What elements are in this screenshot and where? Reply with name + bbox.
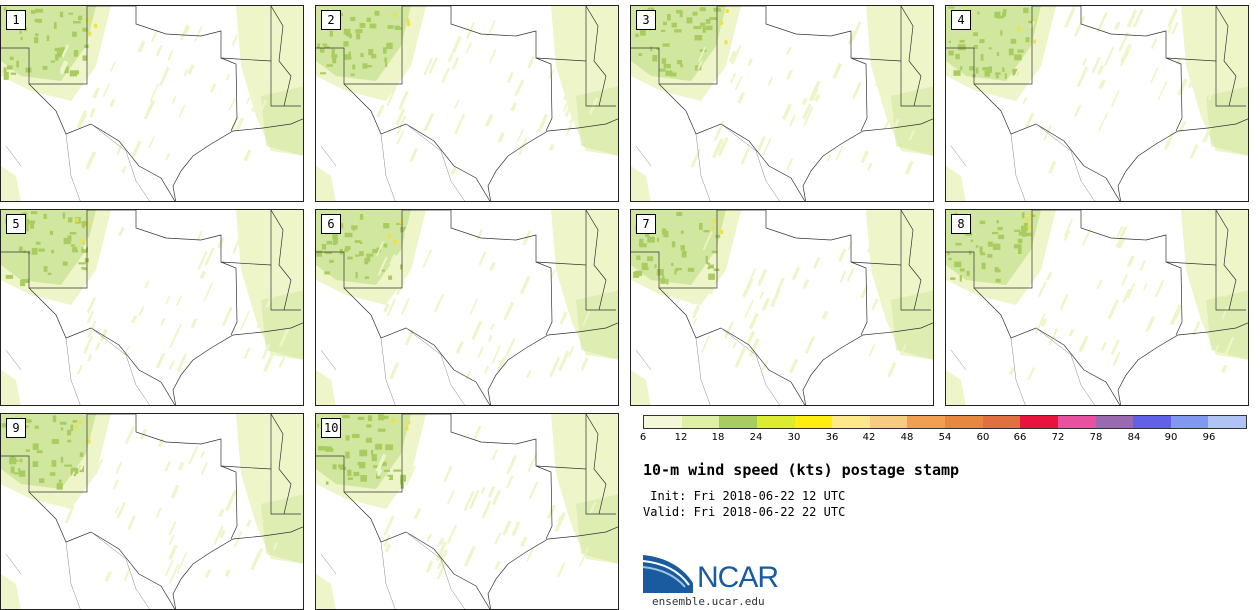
colorbar-tick: 84	[1127, 432, 1141, 443]
colorbar-segment	[982, 416, 1021, 428]
state-boundaries	[946, 210, 1248, 405]
colorbar-tick: 60	[976, 432, 990, 443]
state-boundaries	[316, 6, 618, 201]
member-panel-9[interactable]: 9	[0, 413, 304, 610]
mexico-boundaries	[320, 531, 465, 609]
wind-shading	[631, 6, 933, 201]
wind-speed-map	[1, 210, 303, 405]
member-panel-10[interactable]: 10	[315, 413, 619, 610]
colorbar-segment	[644, 416, 682, 428]
wind-shading	[946, 210, 1248, 405]
mexico-boundaries	[635, 123, 780, 201]
colorbar-tick: 78	[1089, 432, 1103, 443]
mexico-boundaries	[320, 123, 465, 201]
member-label: 1	[6, 10, 26, 30]
init-time: Init: Fri 2018-06-22 12 UTC	[643, 489, 846, 503]
wind-speed-colorbar	[643, 415, 1247, 429]
site-url: ensemble.ucar.edu	[652, 595, 765, 608]
colorbar-segment	[1208, 416, 1246, 428]
wind-speed-map	[1, 414, 303, 609]
colorbar-segment	[1095, 416, 1134, 428]
member-panel-2[interactable]: 2	[315, 5, 619, 202]
figure-title: 10-m wind speed (kts) postage stamp	[643, 461, 960, 479]
colorbar-tick: 12	[674, 432, 688, 443]
colorbar-tick: 48	[900, 432, 914, 443]
colorbar-segment	[1057, 416, 1096, 428]
member-panel-4[interactable]: 4	[945, 5, 1249, 202]
member-label: 9	[6, 418, 26, 438]
state-boundaries	[1, 210, 303, 405]
wind-shading	[316, 414, 618, 609]
colorbar-segment	[719, 416, 757, 428]
state-boundaries	[946, 6, 1248, 201]
wind-shading	[946, 6, 1248, 201]
member-panel-7[interactable]: 7	[630, 209, 934, 406]
colorbar-tick: 54	[938, 432, 952, 443]
colorbar-tick: 18	[711, 432, 725, 443]
member-panel-6[interactable]: 6	[315, 209, 619, 406]
colorbar-segment	[756, 416, 795, 428]
wind-speed-map	[316, 414, 618, 609]
colorbar-tick: 24	[749, 432, 763, 443]
colorbar-segment	[907, 416, 945, 428]
colorbar-tick: 30	[787, 432, 801, 443]
wind-speed-map	[316, 6, 618, 201]
state-boundaries	[1, 414, 303, 609]
member-label: 10	[321, 418, 342, 438]
member-label: 5	[6, 214, 26, 234]
member-label: 4	[951, 10, 971, 30]
wind-speed-map	[316, 210, 618, 405]
colorbar-tick: 90	[1164, 432, 1178, 443]
logo-wordmark: NCAR	[697, 561, 779, 594]
member-panel-3[interactable]: 3	[630, 5, 934, 202]
colorbar-tick: 96	[1202, 432, 1216, 443]
colorbar-segment	[681, 416, 720, 428]
mexico-boundaries	[5, 123, 150, 201]
member-label: 2	[321, 10, 341, 30]
wind-shading	[1, 414, 303, 609]
member-panel-5[interactable]: 5	[0, 209, 304, 406]
colorbar-tick: 6	[639, 432, 647, 443]
colorbar-segment	[1133, 416, 1171, 428]
member-panel-8[interactable]: 8	[945, 209, 1249, 406]
wind-speed-map	[946, 210, 1248, 405]
mexico-boundaries	[320, 327, 465, 405]
mexico-boundaries	[5, 531, 150, 609]
mexico-boundaries	[950, 327, 1095, 405]
member-label: 6	[321, 214, 341, 234]
mexico-boundaries	[950, 123, 1095, 201]
mexico-boundaries	[5, 327, 150, 405]
ncar-logo-icon	[643, 555, 693, 593]
colorbar-segment	[832, 416, 870, 428]
state-boundaries	[316, 210, 618, 405]
colorbar-tick: 42	[862, 432, 876, 443]
wind-shading	[1, 210, 303, 405]
wind-speed-map	[631, 210, 933, 405]
member-label: 8	[951, 214, 971, 234]
state-boundaries	[1, 6, 303, 201]
wind-speed-map	[631, 6, 933, 201]
colorbar-segment	[1020, 416, 1058, 428]
colorbar-tick: 72	[1051, 432, 1065, 443]
colorbar-tick: 36	[825, 432, 839, 443]
state-boundaries	[631, 210, 933, 405]
colorbar-segment	[945, 416, 983, 428]
colorbar-segment	[869, 416, 908, 428]
member-label: 3	[636, 10, 656, 30]
state-boundaries	[316, 414, 618, 609]
valid-time: Valid: Fri 2018-06-22 22 UTC	[643, 505, 846, 519]
wind-speed-map	[1, 6, 303, 201]
wind-speed-map	[946, 6, 1248, 201]
colorbar-segment	[1170, 416, 1209, 428]
state-boundaries	[631, 6, 933, 201]
colorbar-segment	[794, 416, 833, 428]
member-panel-1[interactable]: 1	[0, 5, 304, 202]
colorbar-tick: 66	[1013, 432, 1027, 443]
member-label: 7	[636, 214, 656, 234]
mexico-boundaries	[635, 327, 780, 405]
